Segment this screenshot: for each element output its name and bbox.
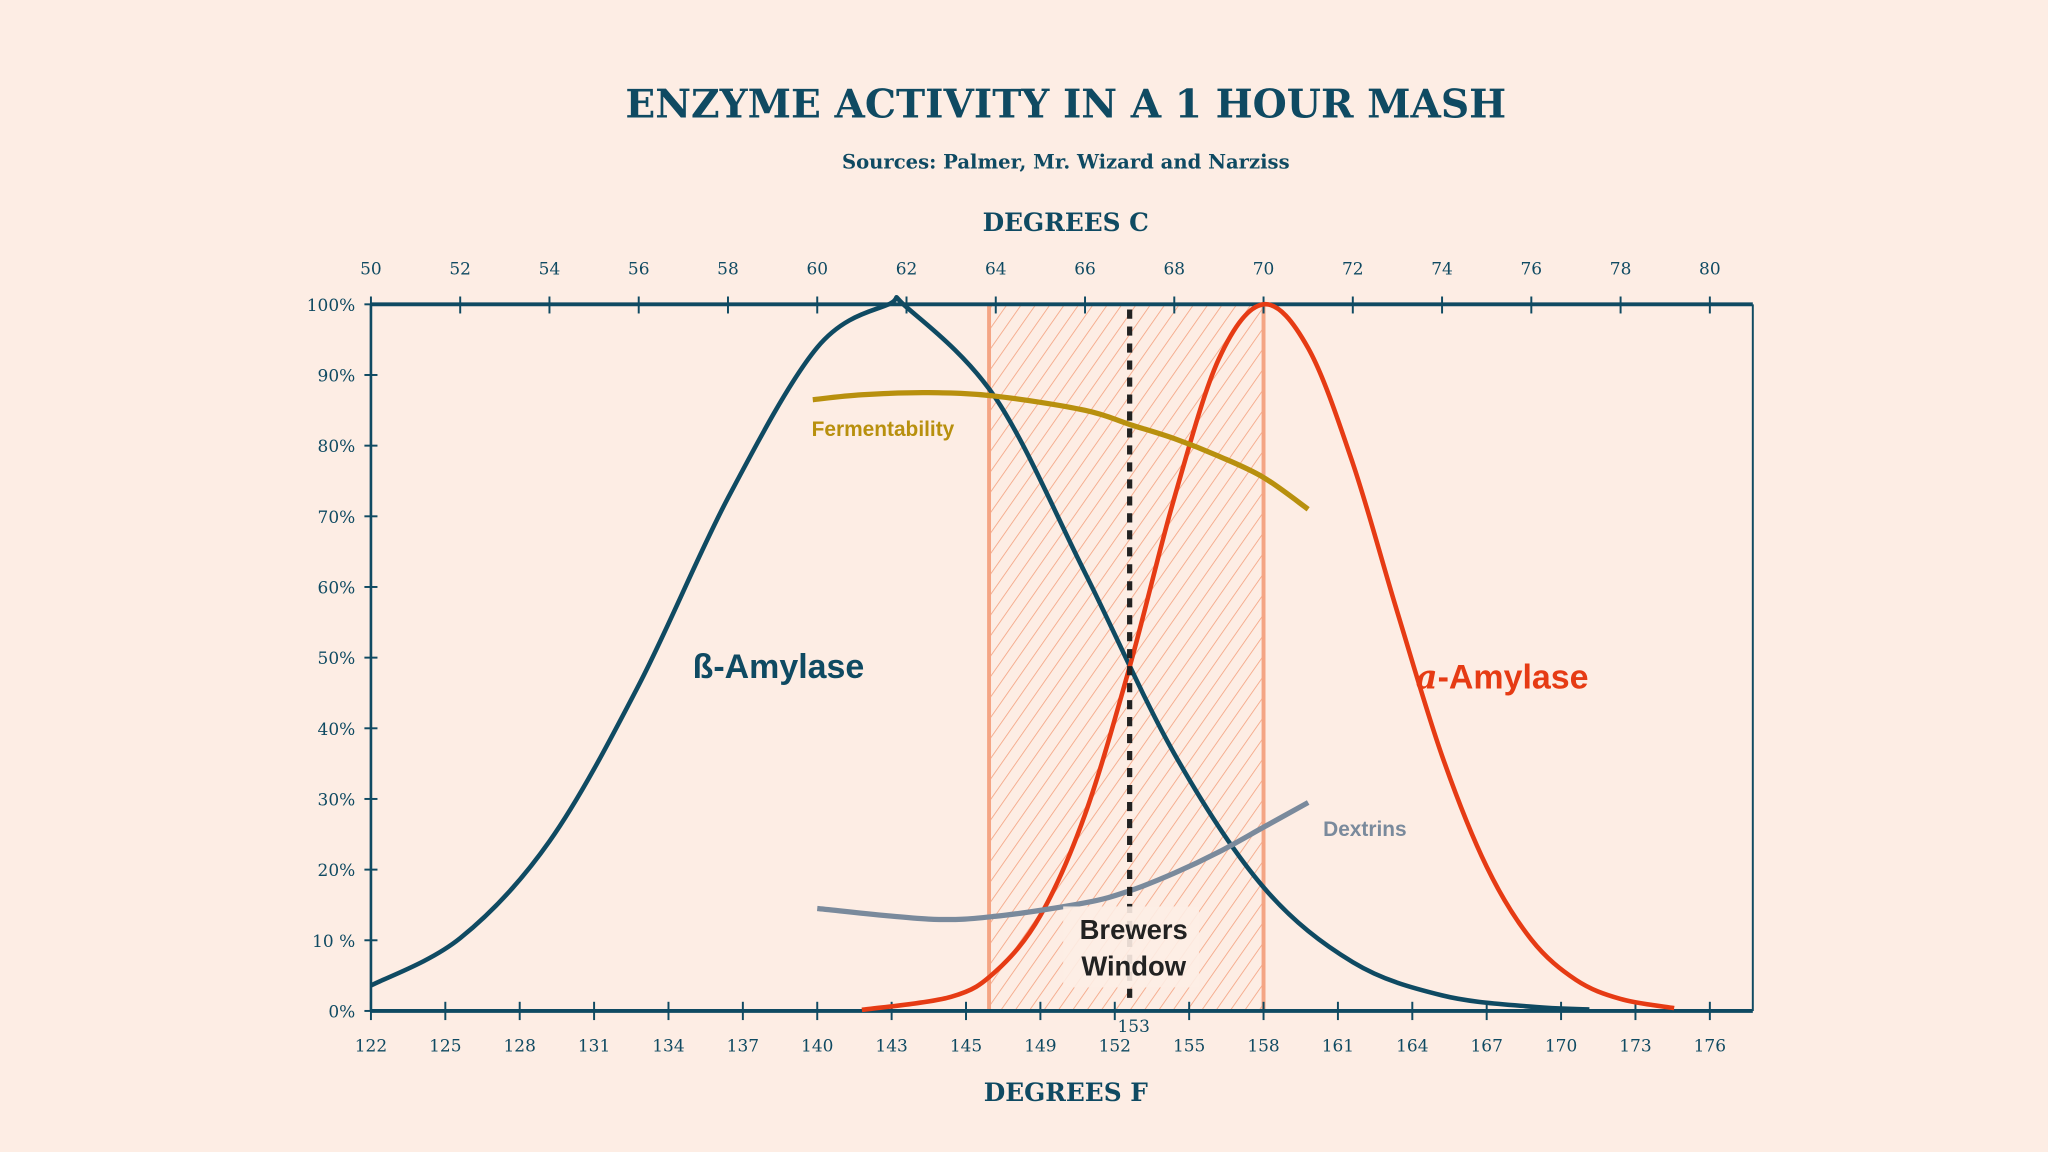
y-tick-label: 100%	[307, 296, 356, 316]
celsius-tick-label: 56	[628, 259, 650, 279]
y-tick-label: 70%	[318, 508, 356, 528]
celsius-tick-label: 62	[896, 259, 918, 279]
y-tick-label: 80%	[318, 437, 356, 457]
series-label-alpha-amylase: a-Amylase	[1416, 657, 1589, 697]
series-label-fermentability: Fermentability	[812, 418, 955, 441]
x-axis-title-celsius: DEGREES C	[983, 208, 1149, 237]
fahrenheit-tick-label: 134	[652, 1036, 684, 1056]
celsius-tick-label: 72	[1342, 259, 1364, 279]
brewers-window-label-bg	[1063, 906, 1200, 988]
celsius-tick-label: 50	[360, 259, 382, 279]
fahrenheit-tick-label: 158	[1247, 1036, 1279, 1056]
fahrenheit-tick-label: 149	[1024, 1036, 1056, 1056]
brewers-window-label-line1: Brewers	[1080, 914, 1188, 945]
celsius-tick-label: 80	[1699, 259, 1721, 279]
brewers-window-label-line2: Window	[1081, 951, 1186, 982]
fahrenheit-tick-label: 152	[1099, 1036, 1131, 1056]
x-axis-title-fahrenheit: DEGREES F	[984, 1078, 1149, 1107]
fahrenheit-tick-label: 145	[950, 1036, 982, 1056]
chart-subtitle: Sources: Palmer, Mr. Wizard and Narziss	[842, 150, 1290, 173]
y-tick-label: 20%	[318, 861, 356, 881]
celsius-tick-label: 74	[1431, 259, 1453, 279]
fahrenheit-tick-label: 161	[1322, 1036, 1354, 1056]
celsius-tick-label: 78	[1610, 259, 1632, 279]
fahrenheit-tick-label: 167	[1470, 1036, 1502, 1056]
fahrenheit-tick-label: 140	[801, 1036, 833, 1056]
fahrenheit-tick-label: 176	[1694, 1036, 1726, 1056]
series-label-dextrins: Dextrins	[1323, 818, 1407, 841]
y-tick-label: 60%	[318, 579, 356, 599]
celsius-tick-label: 76	[1521, 259, 1543, 279]
fermentability-curve	[812, 390, 1310, 512]
fahrenheit-tick-label: 143	[875, 1036, 907, 1056]
fahrenheit-tick-label: 164	[1396, 1036, 1428, 1056]
fahrenheit-tick-label: 155	[1173, 1036, 1205, 1056]
alpha-symbol: a	[1416, 657, 1438, 697]
fahrenheit-tick-label: 128	[504, 1036, 536, 1056]
fahrenheit-tick-label: 170	[1545, 1036, 1577, 1056]
series-label-beta-amylase: ß-Amylase	[693, 648, 865, 686]
y-tick-label: 90%	[318, 367, 356, 387]
celsius-tick-label: 70	[1253, 259, 1275, 279]
alpha-amylase-text: -Amylase	[1438, 658, 1589, 696]
alpha-amylase-curve	[861, 302, 1675, 1013]
y-tick-label: 50%	[318, 649, 356, 669]
fahrenheit-tick-label: 122	[355, 1036, 387, 1056]
celsius-tick-label: 60	[806, 259, 828, 279]
celsius-tick-label: 58	[717, 259, 739, 279]
fahrenheit-tick-label: 131	[578, 1036, 610, 1056]
fahrenheit-tick-label: 125	[429, 1036, 461, 1056]
fahrenheit-tick-label: 137	[727, 1036, 759, 1056]
beta-amylase-curve	[369, 295, 1590, 1012]
celsius-tick-label: 66	[1074, 259, 1096, 279]
chart-title: ENZYME ACTIVITY IN A 1 HOUR MASH	[625, 82, 1506, 128]
celsius-tick-label: 68	[1163, 259, 1185, 279]
celsius-tick-label: 54	[539, 259, 561, 279]
dextrins-curve	[816, 800, 1310, 923]
y-tick-label: 30%	[318, 790, 356, 810]
mash-temp-marker-label: 153	[1118, 1017, 1150, 1037]
fahrenheit-tick-label: 173	[1619, 1036, 1651, 1056]
celsius-tick-label: 52	[449, 259, 471, 279]
y-tick-label: 10 %	[312, 932, 355, 952]
celsius-tick-label: 64	[985, 259, 1007, 279]
y-tick-label: 40%	[318, 720, 356, 740]
y-tick-label: 0%	[328, 1002, 355, 1022]
